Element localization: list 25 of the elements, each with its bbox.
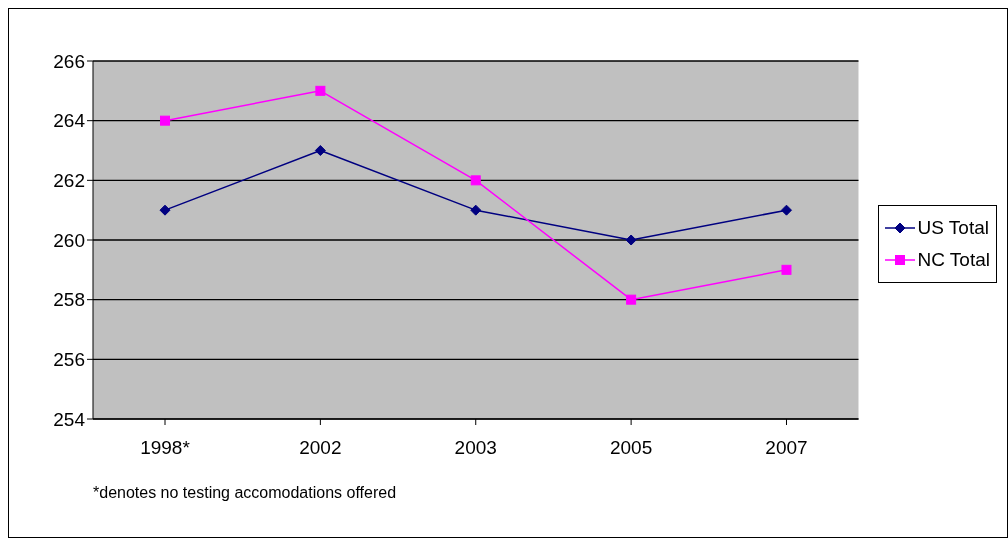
y-tick-label: 258 — [53, 289, 85, 311]
point — [314, 145, 326, 156]
point — [315, 85, 326, 96]
y-tick-label: 262 — [53, 170, 85, 192]
x-tick-label: 2007 — [765, 437, 808, 459]
x-tick-label: 1998* — [140, 437, 191, 459]
point — [625, 234, 637, 246]
point — [626, 294, 637, 305]
point — [470, 204, 482, 216]
x-tick-label: 2003 — [454, 437, 497, 459]
point — [781, 264, 792, 275]
y-tick-label: 254 — [53, 408, 86, 430]
x-tick-label: 2005 — [609, 437, 653, 459]
point — [160, 115, 170, 126]
y-tick-label: 260 — [53, 229, 85, 251]
y-tick-label: 264 — [53, 110, 86, 132]
point — [470, 175, 481, 186]
point — [159, 204, 171, 216]
y-tick-label: 266 — [53, 50, 85, 72]
legend-label: NC Total — [917, 249, 990, 271]
legend-label: US Total — [917, 217, 989, 239]
text: *denotes no testing accomodations offered — [93, 484, 397, 502]
x-tick-label: 2002 — [299, 437, 342, 459]
y-tick-label: 256 — [53, 349, 85, 371]
point — [780, 204, 792, 216]
